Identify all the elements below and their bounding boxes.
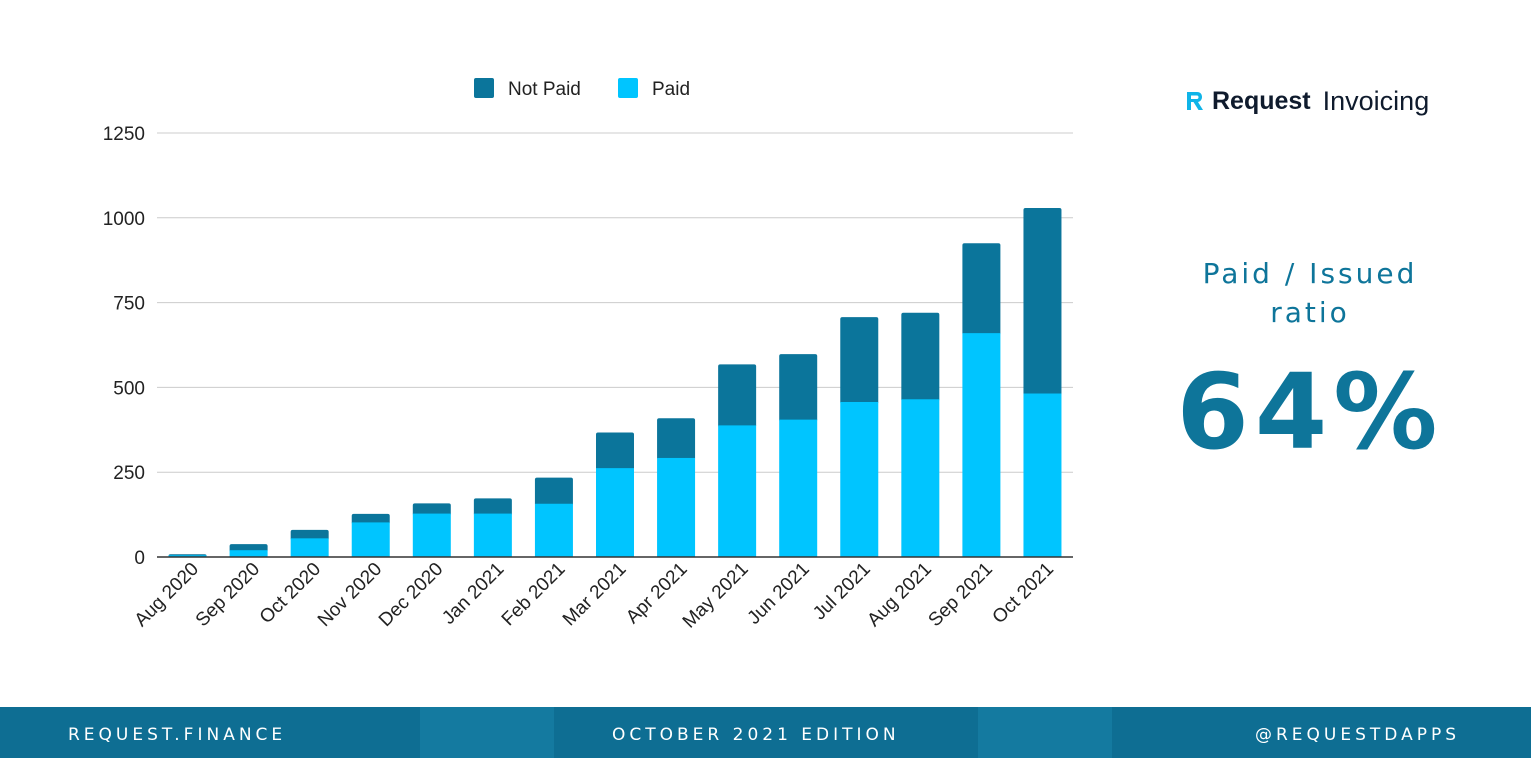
footer-edition: OCTOBER 2021 EDITION xyxy=(612,725,900,745)
footer-band-right xyxy=(978,707,1112,758)
bar-not-paid xyxy=(290,529,329,541)
chart-legend: Not Paid Paid xyxy=(474,78,690,100)
bar-paid xyxy=(534,503,573,557)
bar-not-paid xyxy=(840,317,879,404)
footer-band-left xyxy=(420,707,554,758)
legend-label: Not Paid xyxy=(508,79,581,100)
y-tick-label: 500 xyxy=(113,378,145,399)
bar-paid xyxy=(596,468,634,557)
brand-name: Request xyxy=(1212,86,1311,115)
brand-logo-lockup: Request Invoicing xyxy=(1184,84,1429,118)
footer-site-link[interactable]: REQUEST.FINANCE xyxy=(68,725,287,745)
footer-social-handle[interactable]: @REQUESTDAPPS xyxy=(1255,725,1461,745)
bar-not-paid xyxy=(718,364,757,428)
legend-label: Paid xyxy=(652,79,690,100)
bar-not-paid xyxy=(657,418,696,460)
brand-product: Invoicing xyxy=(1322,85,1430,116)
bar-paid xyxy=(779,419,818,557)
y-tick-label: 750 xyxy=(113,294,145,315)
bar-paid xyxy=(290,538,329,557)
bar-not-paid xyxy=(779,354,818,422)
stacked-bar-chart: Not Paid Paid 0 250 500 750 1000 1250 Aug 2020… xyxy=(103,78,1073,633)
footer-bar: REQUEST.FINANCE OCTOBER 2021 EDITION @RE… xyxy=(0,707,1531,758)
bar-not-paid xyxy=(351,513,390,525)
bar-paid xyxy=(1023,393,1062,557)
bar-not-paid xyxy=(1023,207,1062,396)
y-tick-label: 1250 xyxy=(103,124,145,145)
ratio-value: 64% xyxy=(1176,351,1444,473)
bar-not-paid xyxy=(901,312,940,402)
bar-paid xyxy=(962,333,1001,557)
y-tick-label: 0 xyxy=(134,548,145,569)
y-tick-label: 250 xyxy=(113,463,145,484)
ratio-label-line2: ratio xyxy=(1270,296,1350,329)
legend-swatch-not-paid xyxy=(474,78,494,98)
bar-not-paid xyxy=(412,503,451,516)
bar-paid xyxy=(229,550,268,557)
x-tick-label: Aug 2021 xyxy=(863,559,935,631)
bar-paid xyxy=(412,513,451,557)
bar-not-paid xyxy=(596,432,634,471)
request-logo-icon xyxy=(1187,92,1203,110)
x-tick-label: May 2021 xyxy=(679,559,753,633)
ratio-label: Paid / Issued ratio xyxy=(1160,254,1460,332)
x-tick-label: Jan 2021 xyxy=(438,559,508,629)
bar-paid xyxy=(657,457,696,557)
bar-paid xyxy=(840,401,879,557)
legend-swatch-paid xyxy=(618,78,638,98)
x-tick-label: Mar 2021 xyxy=(559,559,631,631)
ratio-label-line1: Paid / Issued xyxy=(1202,257,1418,290)
bar-not-paid xyxy=(229,544,268,553)
x-tick-label: Jun 2021 xyxy=(744,559,814,629)
x-tick-label: Nov 2020 xyxy=(314,559,386,631)
bar-paid xyxy=(718,425,757,557)
bar-paid xyxy=(473,513,512,557)
chart-y-axis: 0 250 500 750 1000 1250 xyxy=(103,124,145,569)
bar-paid xyxy=(901,399,940,557)
chart-bars xyxy=(168,207,1062,558)
x-tick-label: Aug 2020 xyxy=(131,559,203,631)
x-tick-label: Sep 2020 xyxy=(192,559,264,631)
bar-not-paid xyxy=(962,243,1001,336)
x-tick-label: Sep 2021 xyxy=(925,559,997,631)
bar-not-paid xyxy=(534,477,573,506)
x-tick-label: Oct 2021 xyxy=(989,559,1058,628)
bar-paid xyxy=(351,522,390,557)
y-tick-label: 1000 xyxy=(103,209,145,230)
x-tick-label: Feb 2021 xyxy=(498,559,570,631)
bar-not-paid xyxy=(473,498,512,516)
x-tick-label: Dec 2020 xyxy=(375,559,447,631)
bar-paid xyxy=(168,555,207,557)
